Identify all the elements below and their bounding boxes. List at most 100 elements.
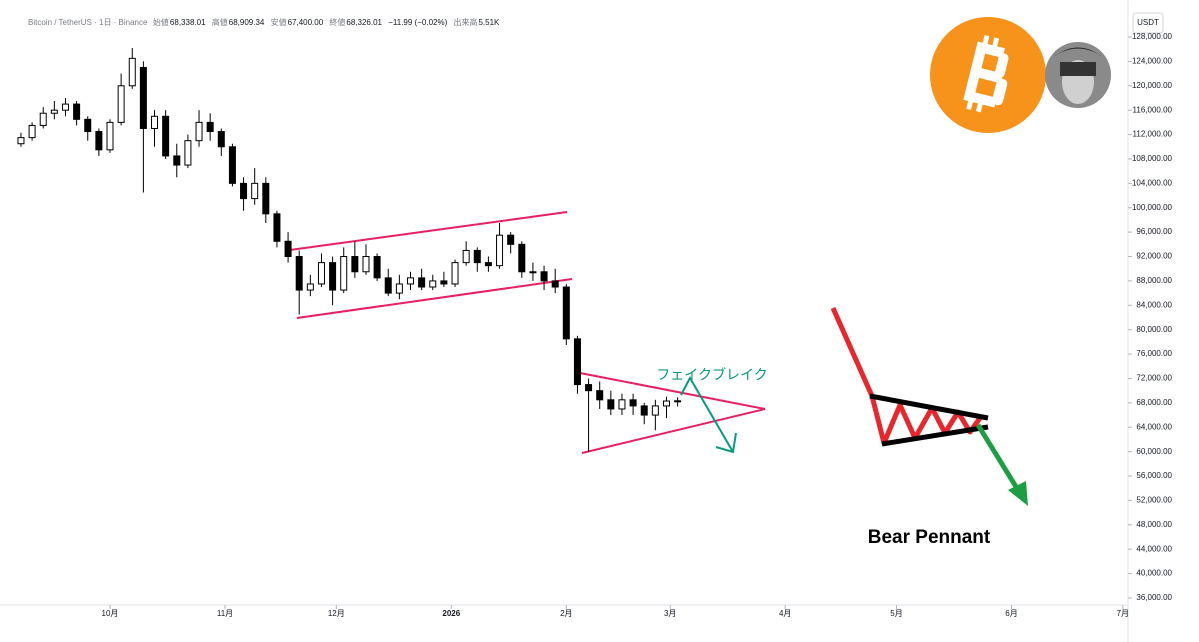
candle-body [473,249,481,264]
candle-body [384,277,392,294]
avatar [1045,42,1111,108]
candle-body [618,399,626,410]
bitcoin-logo [930,17,1046,133]
currency-label: USDT [1137,18,1159,27]
pennant-arrow-head [1008,481,1028,506]
candle-body [351,256,359,273]
candle-body [407,277,415,285]
candle-body [295,256,303,291]
avatar-visor [1060,62,1096,76]
avatar-hair [1050,47,1106,60]
bear-pennant-diagram [830,306,1028,506]
y-tick-label: 80,000.00 [1136,325,1172,334]
candle-body [117,85,125,123]
candle-body [106,121,114,151]
candle-body [540,271,548,282]
candle-body [607,399,615,410]
x-tick-label: 2月 [560,609,572,618]
candle-body [373,256,381,279]
y-tick-label: 68,000.00 [1136,398,1172,407]
candle-body [496,234,504,267]
candle-body [17,137,25,145]
candle-body [128,57,136,87]
x-tick-label: 10月 [102,609,119,618]
annotation: Bear Pennant [868,527,991,548]
candle-body [273,213,281,242]
x-tick-label: 6月 [1005,609,1017,618]
ohlc-label: 高値 [211,18,228,27]
candle-body [284,240,292,258]
candle-body [95,131,103,151]
candle-body [640,405,648,416]
x-tick-label: 11月 [217,609,233,618]
candle-body [395,283,403,294]
ohlc-value: 68,326.01 [346,18,382,27]
candle-body [228,146,236,184]
candle-body [217,131,225,148]
candle-body [451,262,459,285]
candle-body [507,234,515,245]
volume-label: 出来高 [453,18,478,27]
y-tick-label: 88,000.00 [1136,276,1172,285]
candle-body [251,182,259,200]
candle-body [162,115,170,157]
candle-body [518,243,526,273]
candle-body [674,400,682,403]
candle-body [418,277,426,288]
candle-body [173,155,181,166]
symbol-header: Bitcoin / TetherUS · 1日 · Binance 始値68,3… [28,17,503,28]
triangle-lower [581,408,766,454]
candle-body [195,121,203,142]
candle-body [306,283,314,291]
candle-body [551,280,559,288]
candle-body [629,399,637,407]
y-tick-label: 40,000.00 [1136,569,1172,578]
logo-b [963,34,1009,113]
currency-box[interactable] [1132,12,1164,34]
ohlc-label: 始値 [152,18,169,27]
y-tick-label: 48,000.00 [1136,520,1172,529]
ohlc-value: 67,400.00 [287,18,324,27]
candle-body [529,271,537,274]
y-tick-label: 60,000.00 [1136,447,1172,456]
ohlc-value: 68,338.01 [169,18,206,27]
candle-body [429,280,437,288]
candle-body [662,400,670,407]
candle-body [84,118,92,133]
candle-body [28,124,36,139]
y-tick-label: 112,000.00 [1133,130,1173,139]
y-tick-label: 36,000.00 [1136,593,1172,602]
candle-body [240,182,248,200]
candle-body [596,390,604,401]
ohlc-label: 終値 [329,18,346,27]
annotation: フェイクブレイク [656,367,767,383]
y-tick-label: 92,000.00 [1136,252,1172,261]
candle-body [50,109,58,114]
y-tick-label: 116,000.00 [1133,105,1173,114]
candle-body [262,182,270,215]
ohlc-value: 68,909.34 [228,18,265,27]
candle-body [73,103,81,120]
candle-body [139,67,147,129]
arrow-line [680,375,734,453]
pennant-arrow [975,423,1021,492]
candle-body [184,140,192,166]
candles [17,47,682,452]
x-tick-label: 12月 [328,609,345,618]
y-tick-label: 128,000.00 [1132,32,1173,41]
candle-body [61,103,69,111]
change: −11.99 (−0.02%) [388,18,448,27]
triangle-upper [579,372,766,410]
pennant-zigzag [830,306,983,446]
arrow-head [715,432,737,454]
channel-upper [289,211,568,251]
y-tick-label: 96,000.00 [1136,227,1172,236]
candle-body [562,286,570,340]
symbol: Bitcoin / TetherUS · 1日 · Binance [28,18,148,27]
y-tick-label: 84,000.00 [1136,300,1172,309]
candle-body [340,256,348,291]
x-tick-label: 4月 [779,609,791,618]
y-tick-label: 108,000.00 [1132,154,1173,163]
